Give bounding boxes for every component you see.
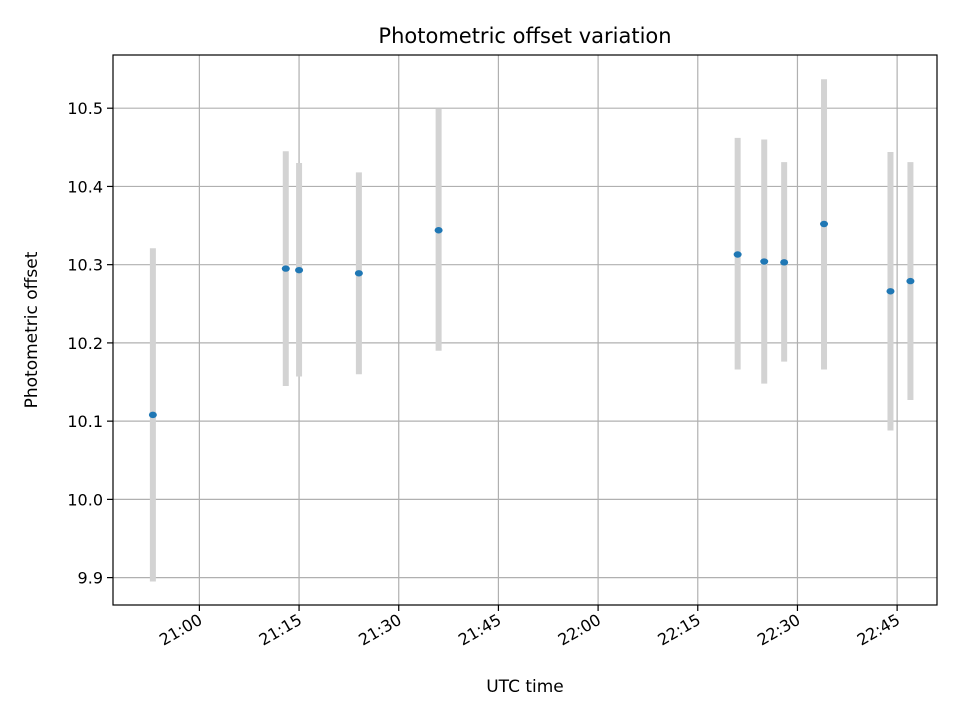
data-point: [281, 265, 290, 272]
x-tick-label: 21:15: [256, 610, 305, 650]
x-tick-label: 21:45: [455, 610, 504, 650]
y-tick-label: 10.2: [67, 334, 103, 353]
x-tick-label: 21:00: [156, 610, 205, 650]
data-point: [906, 277, 915, 285]
y-axis-title: Photometric offset: [22, 251, 42, 408]
x-tick-label: 21:30: [355, 610, 404, 650]
grid: [113, 55, 937, 605]
data-point: [733, 251, 742, 258]
data-point: [820, 220, 829, 228]
y-tick-label: 10.4: [67, 177, 103, 196]
x-axis-ticks: 21:00 21:15 21:30 21:45 22:00 22:15 22:30 22:45: [156, 605, 903, 650]
data-point: [760, 258, 769, 265]
x-tick-label: 22:00: [555, 610, 604, 650]
y-tick-label: 9.9: [78, 569, 103, 588]
data-points: [148, 220, 915, 419]
plot-frame: [112, 54, 938, 606]
x-axis-title: UTC time: [486, 677, 564, 697]
data-point: [780, 259, 789, 266]
y-tick-label: 10.3: [67, 256, 103, 275]
chart-title: Photometric offset variation: [378, 24, 671, 48]
data-point: [148, 411, 157, 419]
y-tick-label: 10.5: [67, 99, 103, 118]
data-point: [886, 288, 895, 295]
data-point: [354, 270, 363, 277]
data-point: [295, 266, 304, 274]
x-tick-label: 22:15: [654, 610, 703, 650]
y-tick-label: 10.0: [67, 490, 103, 509]
x-tick-label: 22:45: [854, 610, 903, 650]
x-tick-label: 22:30: [754, 610, 803, 650]
error-bars: [149, 79, 914, 582]
data-point: [434, 227, 443, 234]
y-axis-ticks: 9.9 10.0 10.1 10.2 10.3 10.4 10.5: [67, 99, 113, 588]
y-tick-label: 10.1: [67, 412, 103, 431]
